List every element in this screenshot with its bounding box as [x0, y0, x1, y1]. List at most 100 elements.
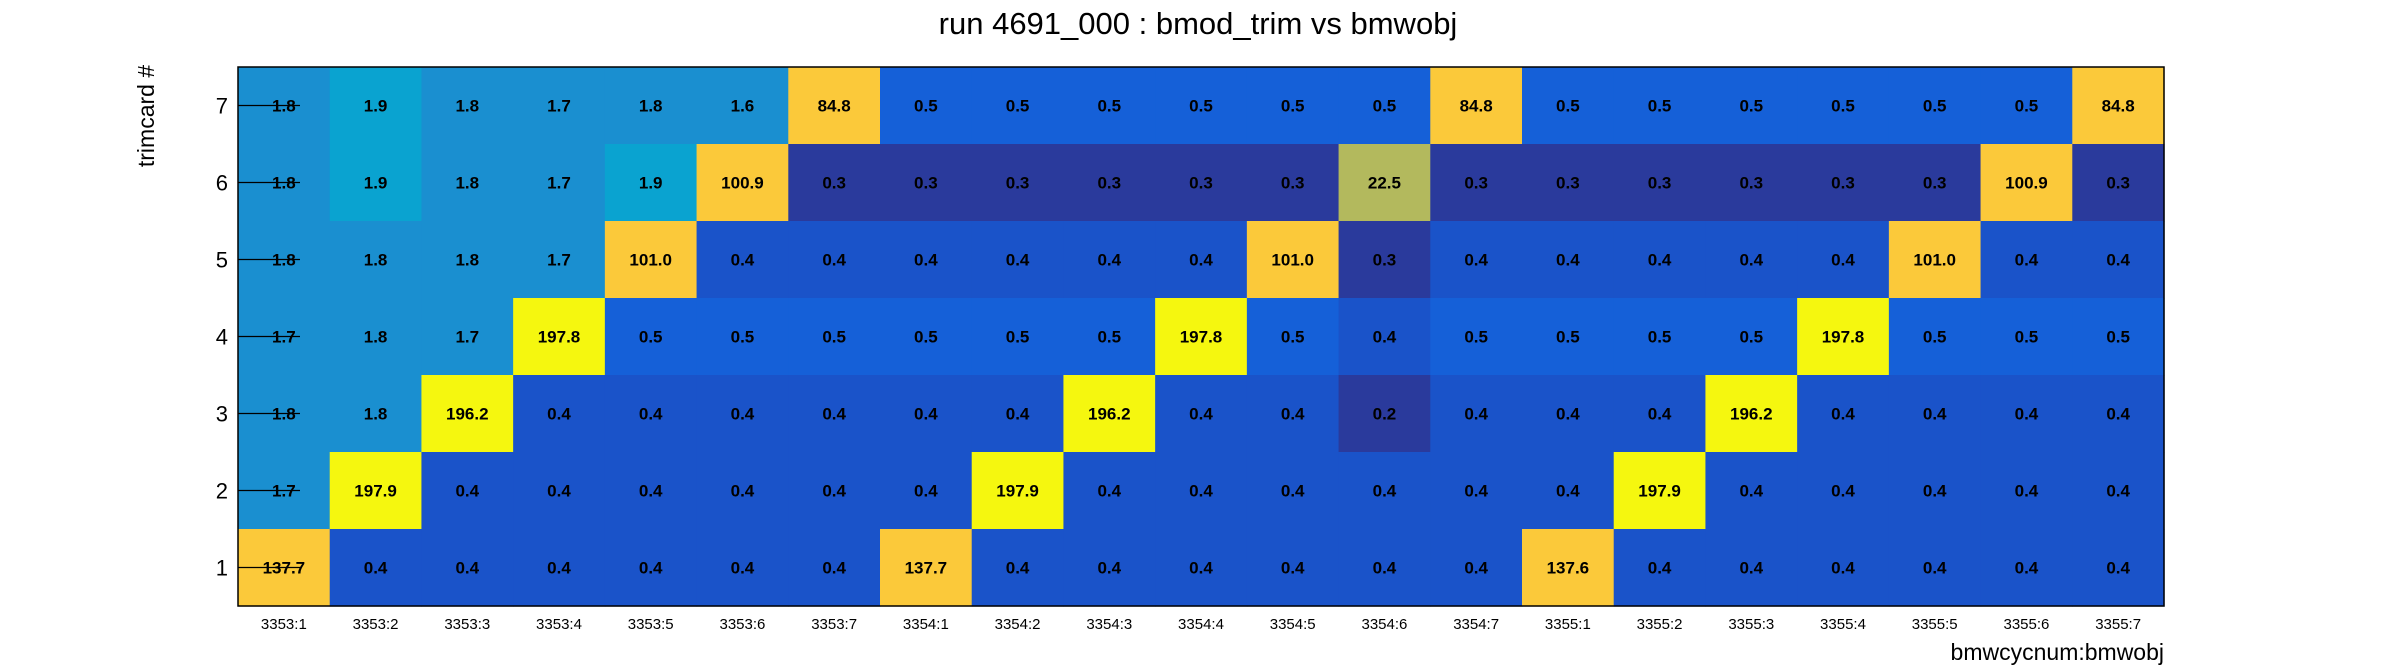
cell-value-label: 0.4 — [1739, 559, 1763, 578]
heatmap-cell — [1705, 298, 1798, 376]
heatmap-cell — [329, 144, 423, 222]
cell-value-label: 0.5 — [1923, 328, 1947, 347]
heatmap-cell — [1338, 221, 1431, 299]
heatmap-cell — [421, 144, 514, 222]
cell-value-label: 0.4 — [639, 559, 663, 578]
cell-value-label: 1.8 — [455, 174, 479, 193]
heatmap-cell — [1522, 452, 1615, 530]
cell-value-label: 0.4 — [731, 559, 755, 578]
heatmap-cell — [1797, 144, 1890, 222]
cell-value-label: 0.5 — [1097, 328, 1121, 347]
cell-value-label: 196.2 — [446, 405, 489, 424]
x-tick-label: 3355:2 — [1637, 616, 1683, 633]
cell-value-label: 0.4 — [1464, 251, 1488, 270]
heatmap-cell — [1613, 144, 1707, 222]
heatmap-cell — [696, 529, 789, 607]
heatmap-cell — [1522, 529, 1615, 607]
cell-value-label: 0.3 — [1831, 174, 1855, 193]
cell-value-label: 0.5 — [1831, 97, 1855, 116]
heatmap-cell — [788, 529, 881, 607]
y-tick-label: 1 — [216, 556, 228, 581]
heatmap-cell — [513, 67, 606, 145]
heatmap-cell — [2072, 144, 2165, 222]
cell-value-label: 0.4 — [1831, 482, 1855, 501]
cell-value-label: 100.9 — [721, 174, 764, 193]
cell-value-label: 0.4 — [1464, 482, 1488, 501]
heatmap-cell — [971, 375, 1065, 453]
x-tick-label: 3353:1 — [261, 616, 307, 633]
heatmap-cell — [1797, 298, 1890, 376]
x-tick-label: 3353:5 — [628, 616, 674, 633]
heatmap-cell — [1338, 298, 1431, 376]
heatmap-cell — [1063, 67, 1156, 145]
cell-value-label: 197.8 — [538, 328, 581, 347]
cell-value-label: 101.0 — [629, 251, 672, 270]
cell-value-label: 0.5 — [2015, 328, 2039, 347]
cell-value-label: 0.5 — [1281, 97, 1305, 116]
cell-value-label: 0.3 — [2106, 174, 2130, 193]
cell-value-label: 0.4 — [1923, 405, 1947, 424]
heatmap-cell — [1246, 375, 1340, 453]
cell-value-label: 1.8 — [639, 97, 663, 116]
cell-value-label: 197.8 — [1180, 328, 1223, 347]
cell-value-label: 0.4 — [2015, 251, 2039, 270]
x-tick-label: 3353:7 — [811, 616, 857, 633]
heatmap-cell — [513, 529, 606, 607]
heatmap-cell — [880, 529, 973, 607]
cell-value-label: 0.4 — [2015, 559, 2039, 578]
cell-value-label: 0.4 — [731, 482, 755, 501]
cell-value-label: 196.2 — [1088, 405, 1131, 424]
heatmap-cell — [1430, 144, 1523, 222]
x-tick-label: 3355:4 — [1820, 616, 1866, 633]
heatmap-cell — [1980, 67, 2073, 145]
cell-value-label: 0.5 — [2106, 328, 2130, 347]
x-tick-label: 3354:2 — [995, 616, 1041, 633]
heatmap-cell — [1980, 529, 2073, 607]
cell-value-label: 0.4 — [1923, 559, 1947, 578]
cell-value-label: 0.4 — [2015, 405, 2039, 424]
cell-value-label: 0.4 — [1097, 251, 1121, 270]
cell-value-label: 0.4 — [2106, 559, 2130, 578]
cell-value-label: 0.3 — [1464, 174, 1488, 193]
x-tick-label: 3354:3 — [1086, 616, 1132, 633]
y-tick-label: 7 — [216, 94, 228, 119]
heatmap-cell — [696, 67, 789, 145]
heatmap-cell — [1246, 144, 1340, 222]
cell-value-label: 101.0 — [1271, 251, 1314, 270]
heatmap-cell — [1797, 67, 1890, 145]
heatmap-cell — [1613, 298, 1707, 376]
x-tick-label: 3354:1 — [903, 616, 949, 633]
heatmap-cell — [421, 221, 514, 299]
x-tick-label: 3354:5 — [1270, 616, 1316, 633]
cell-value-label: 0.4 — [639, 405, 663, 424]
heatmap-cell — [1430, 375, 1523, 453]
heatmap-cell — [1797, 452, 1890, 530]
cell-value-label: 0.5 — [1006, 97, 1030, 116]
heatmap-cell — [1063, 298, 1156, 376]
heatmap-cell — [1705, 221, 1798, 299]
heatmap-cell — [1246, 529, 1340, 607]
y-tick-label: 5 — [216, 248, 228, 273]
cell-value-label: 0.5 — [731, 328, 755, 347]
y-tick-label: 2 — [216, 479, 228, 504]
cell-value-label: 0.5 — [1739, 97, 1763, 116]
cell-value-label: 1.7 — [547, 97, 571, 116]
cell-value-label: 0.3 — [1739, 174, 1763, 193]
heatmap-cell — [1246, 452, 1340, 530]
heatmap-cell — [1063, 452, 1156, 530]
heatmap-cell — [329, 298, 423, 376]
cell-value-label: 0.4 — [455, 482, 479, 501]
heatmap-cell — [1522, 144, 1615, 222]
cell-value-label: 0.4 — [2106, 405, 2130, 424]
cell-value-label: 0.5 — [1923, 97, 1947, 116]
heatmap-cell — [1430, 221, 1523, 299]
cell-value-label: 84.8 — [818, 97, 851, 116]
heatmap-cell — [696, 144, 789, 222]
cell-value-label: 0.3 — [822, 174, 846, 193]
heatmap-cell — [604, 144, 698, 222]
heatmap-cell — [513, 298, 606, 376]
cell-value-label: 0.3 — [914, 174, 938, 193]
cell-value-label: 0.3 — [1648, 174, 1672, 193]
x-axis-title: bmwcycnum:bmwobj — [1951, 639, 2164, 665]
heatmap-cell — [1797, 529, 1890, 607]
